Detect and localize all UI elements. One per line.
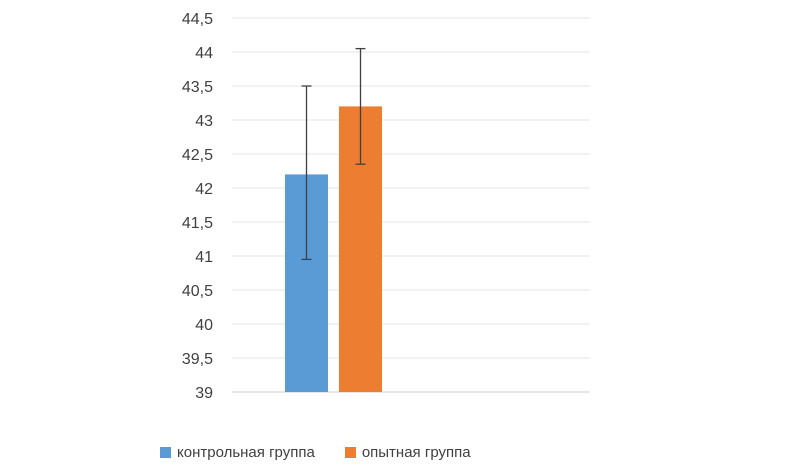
y-tick-label: 43: [195, 113, 213, 130]
y-tick-label: 40: [195, 317, 213, 334]
error-bar-experimental: [355, 47, 366, 165]
y-tick-label: 44: [195, 45, 213, 62]
legend: контрольная группа опытная группа: [160, 444, 501, 461]
y-tick-label: 43,5: [182, 79, 213, 96]
legend-item-experimental: опытная группа: [344, 444, 471, 461]
y-tick-label: 44,5: [182, 11, 213, 28]
error-bar-control: [301, 85, 312, 261]
y-tick-label: 41: [195, 249, 213, 266]
y-tick-label: 41,5: [182, 215, 213, 232]
legend-swatch-experimental: [344, 447, 356, 458]
legend-label-experimental: опытная группа: [361, 444, 471, 461]
legend-item-control: контрольная группа: [160, 444, 315, 461]
legend-label-control: контрольная группа: [177, 444, 315, 461]
y-tick-label: 42,5: [182, 147, 213, 164]
y-tick-label: 42: [195, 181, 213, 198]
bar-chart: 39 39,5 40 40,5 41 41,5 42 42,5 43 43,5 44 44,5: [182, 11, 590, 402]
y-tick-label: 39,5: [182, 351, 213, 368]
legend-swatch-control: [160, 447, 171, 458]
y-tick-label: 39: [195, 385, 213, 402]
y-tick-label: 40,5: [182, 283, 213, 300]
bars: [285, 106, 382, 393]
error-bars: [301, 47, 366, 261]
y-axis-ticks: 39 39,5 40 40,5 41 41,5 42 42,5 43 43,5 44 44,5: [182, 11, 213, 402]
